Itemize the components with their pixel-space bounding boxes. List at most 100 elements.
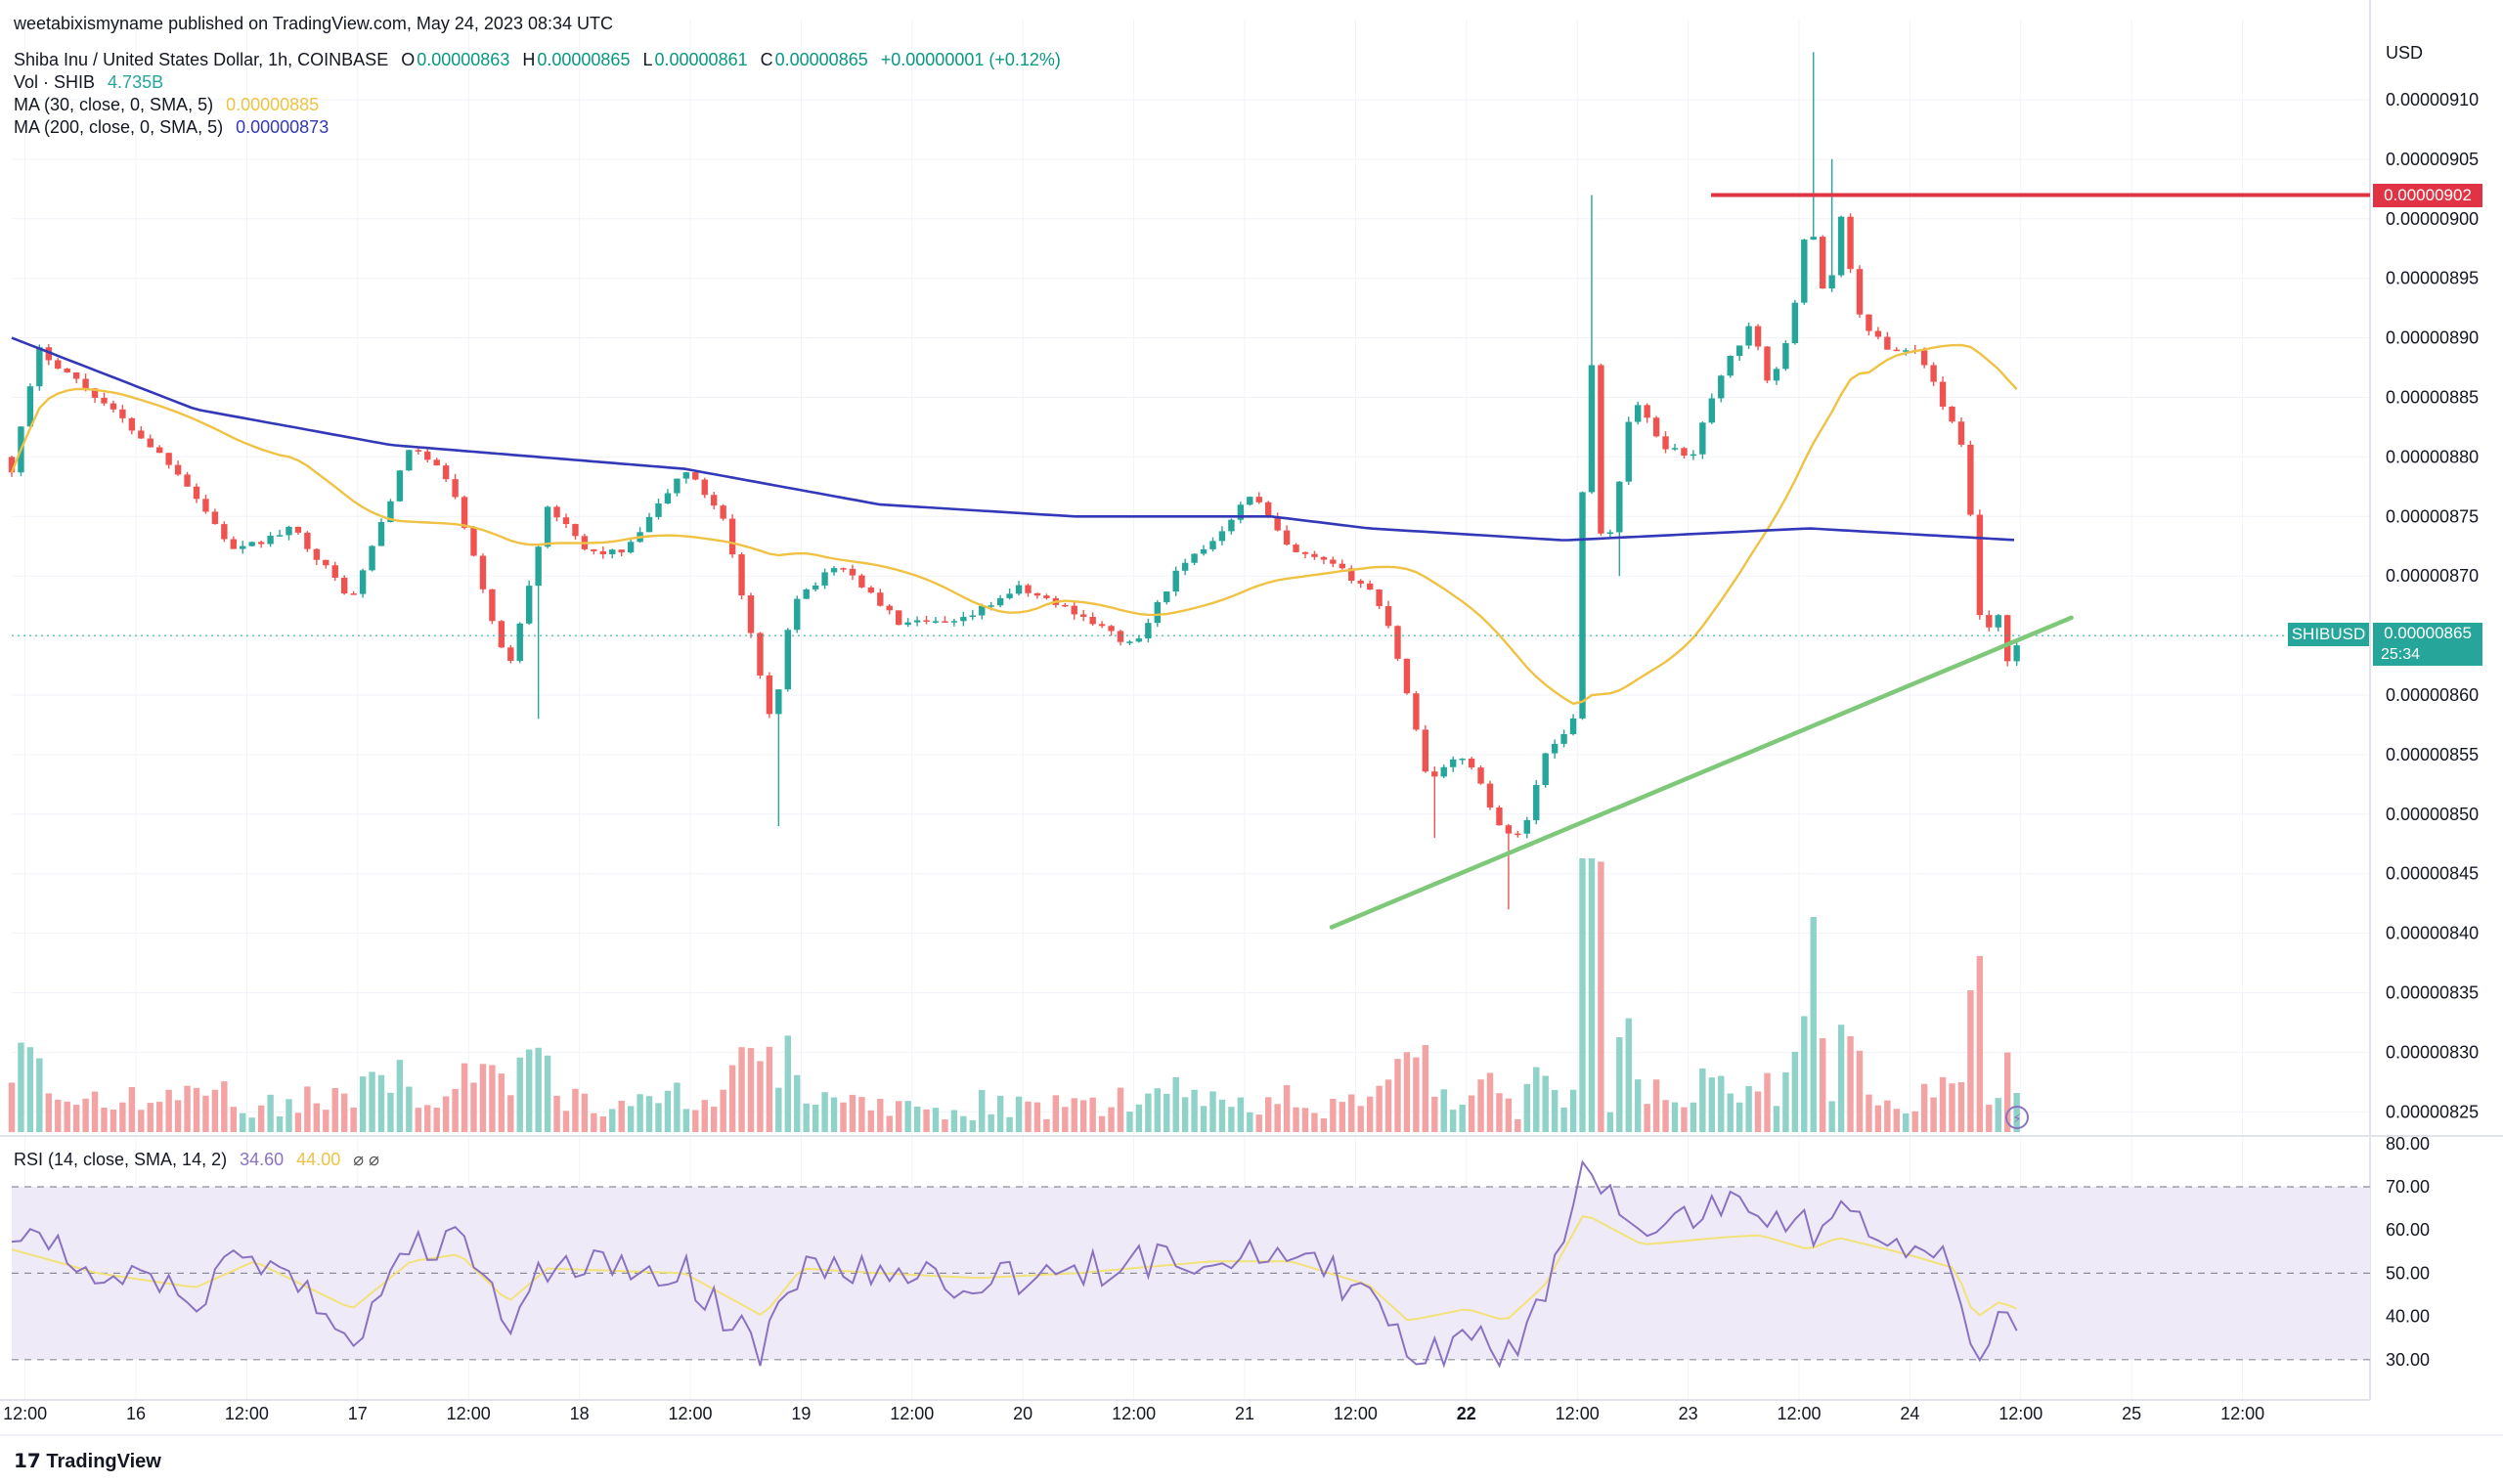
- volume-bar: [1117, 1087, 1124, 1132]
- time-tick-label: 12:00: [1777, 1404, 1821, 1423]
- volume-bar: [1893, 1109, 1900, 1132]
- candle-body: [1237, 504, 1245, 520]
- candle-body: [1265, 502, 1272, 517]
- candle-body: [1652, 417, 1660, 437]
- volume-label[interactable]: Vol · SHIB: [14, 72, 96, 92]
- brand-name: TradingView: [46, 1451, 161, 1472]
- candle-body: [591, 548, 597, 551]
- candle-body: [1218, 531, 1226, 542]
- ma200-label[interactable]: MA (200, close, 0, SMA, 5): [14, 117, 224, 137]
- volume-bar: [26, 1047, 34, 1132]
- high-label: H: [522, 50, 536, 69]
- volume-bar: [637, 1094, 643, 1132]
- candle-body: [1588, 365, 1596, 493]
- candle-body: [618, 549, 625, 553]
- candle-body: [1995, 615, 2001, 628]
- price-tick-label: 0.00000910: [2386, 90, 2479, 109]
- volume-bar: [1071, 1098, 1077, 1132]
- candle-body: [1523, 819, 1530, 834]
- volume-bar: [655, 1103, 662, 1132]
- volume-bar: [1403, 1052, 1411, 1132]
- volume-bar: [165, 1089, 172, 1132]
- candle-body: [1625, 421, 1632, 482]
- time-tick-label: 12:00: [2220, 1404, 2264, 1423]
- volume-bar: [692, 1110, 699, 1132]
- candle-body: [257, 542, 265, 545]
- drawings[interactable]: ⚡: [12, 193, 2370, 1129]
- candle-body: [794, 598, 801, 631]
- grid: [0, 0, 2503, 1436]
- candle-body: [1690, 454, 1697, 457]
- ma30-legend[interactable]: MA (30, close, 0, SMA, 5) 0.00000885: [14, 95, 321, 115]
- volume-bar: [415, 1108, 421, 1132]
- volume-bar: [377, 1074, 385, 1132]
- volume-bar: [516, 1057, 523, 1132]
- candle-body: [1533, 785, 1540, 820]
- price-tick-label: 0.00000830: [2386, 1042, 2479, 1062]
- volume-bar: [1957, 1082, 1965, 1132]
- time-tick-label: 21: [1235, 1404, 1254, 1423]
- visibility-icons[interactable]: ⌀ ⌀: [353, 1150, 379, 1169]
- candle-body: [1357, 581, 1364, 584]
- volume-bar: [1560, 1107, 1567, 1132]
- volume-bar: [950, 1110, 958, 1132]
- volume-bar: [1043, 1118, 1050, 1132]
- close-label: C: [760, 50, 773, 69]
- volume-bar: [1579, 858, 1586, 1132]
- candle-body: [867, 587, 875, 593]
- candle-body: [1117, 631, 1124, 642]
- candle-body: [424, 451, 431, 460]
- ma30-label[interactable]: MA (30, close, 0, SMA, 5): [14, 95, 214, 114]
- volume-bar: [387, 1092, 394, 1132]
- volume-bar: [433, 1108, 440, 1132]
- time-tick-label: 25: [2122, 1404, 2141, 1423]
- volume-bar: [1690, 1102, 1697, 1132]
- ma200-legend[interactable]: MA (200, close, 0, SMA, 5) 0.00000873: [14, 117, 330, 138]
- volume-bar: [1671, 1102, 1679, 1132]
- candle-body: [1450, 759, 1457, 767]
- symbol-line[interactable]: Shiba Inu / United States Dollar, 1h, CO…: [14, 50, 1063, 70]
- volume-legend[interactable]: Vol · SHIB 4.735B: [14, 72, 165, 93]
- candle-body: [728, 518, 736, 555]
- volume-bar: [304, 1086, 311, 1132]
- candle-body: [942, 621, 948, 623]
- candle-body: [627, 542, 635, 553]
- support-trendline: [1329, 615, 2074, 930]
- volume-bar: [979, 1090, 986, 1132]
- candle-body: [738, 554, 745, 596]
- volume-bar: [350, 1107, 357, 1132]
- candle-body: [599, 550, 606, 554]
- volume-bar: [877, 1099, 884, 1132]
- volume-bar: [193, 1087, 200, 1132]
- volume-bar: [581, 1093, 589, 1132]
- candle-body: [1616, 481, 1623, 533]
- volume-bar: [1995, 1098, 2001, 1132]
- candle-body: [1348, 568, 1355, 582]
- tradingview-logo[interactable]: 𝟭𝟳 TradingView: [14, 1449, 161, 1473]
- volume-bar: [147, 1103, 154, 1132]
- candle-body: [1033, 592, 1041, 596]
- volume-bar: [1773, 1106, 1780, 1132]
- candle-body: [1384, 605, 1392, 627]
- candle-body: [45, 347, 52, 361]
- volume-bar: [184, 1085, 191, 1132]
- candle-body: [1080, 614, 1087, 617]
- volume-bar: [896, 1101, 902, 1132]
- volume-bar: [1154, 1088, 1161, 1132]
- volume-bar: [1939, 1076, 1947, 1132]
- volume-bar: [1635, 1079, 1642, 1132]
- candle-body: [2013, 645, 2020, 662]
- candle-body: [1413, 693, 1420, 730]
- rsi-legend[interactable]: RSI (14, close, SMA, 14, 2) 34.60 44.00 …: [14, 1150, 381, 1170]
- volume-bar: [1477, 1079, 1484, 1132]
- volume-bar: [1967, 990, 1974, 1132]
- rsi-label[interactable]: RSI (14, close, SMA, 14, 2): [14, 1150, 228, 1169]
- volume-bar: [996, 1095, 1004, 1132]
- candle-body: [1801, 240, 1808, 303]
- symbol-name[interactable]: Shiba Inu / United States Dollar, 1h, CO…: [14, 50, 389, 69]
- candle-body: [516, 623, 523, 661]
- volume-bars: [8, 858, 2020, 1132]
- candlesticks[interactable]: [8, 52, 2020, 910]
- candle-body: [1255, 497, 1262, 502]
